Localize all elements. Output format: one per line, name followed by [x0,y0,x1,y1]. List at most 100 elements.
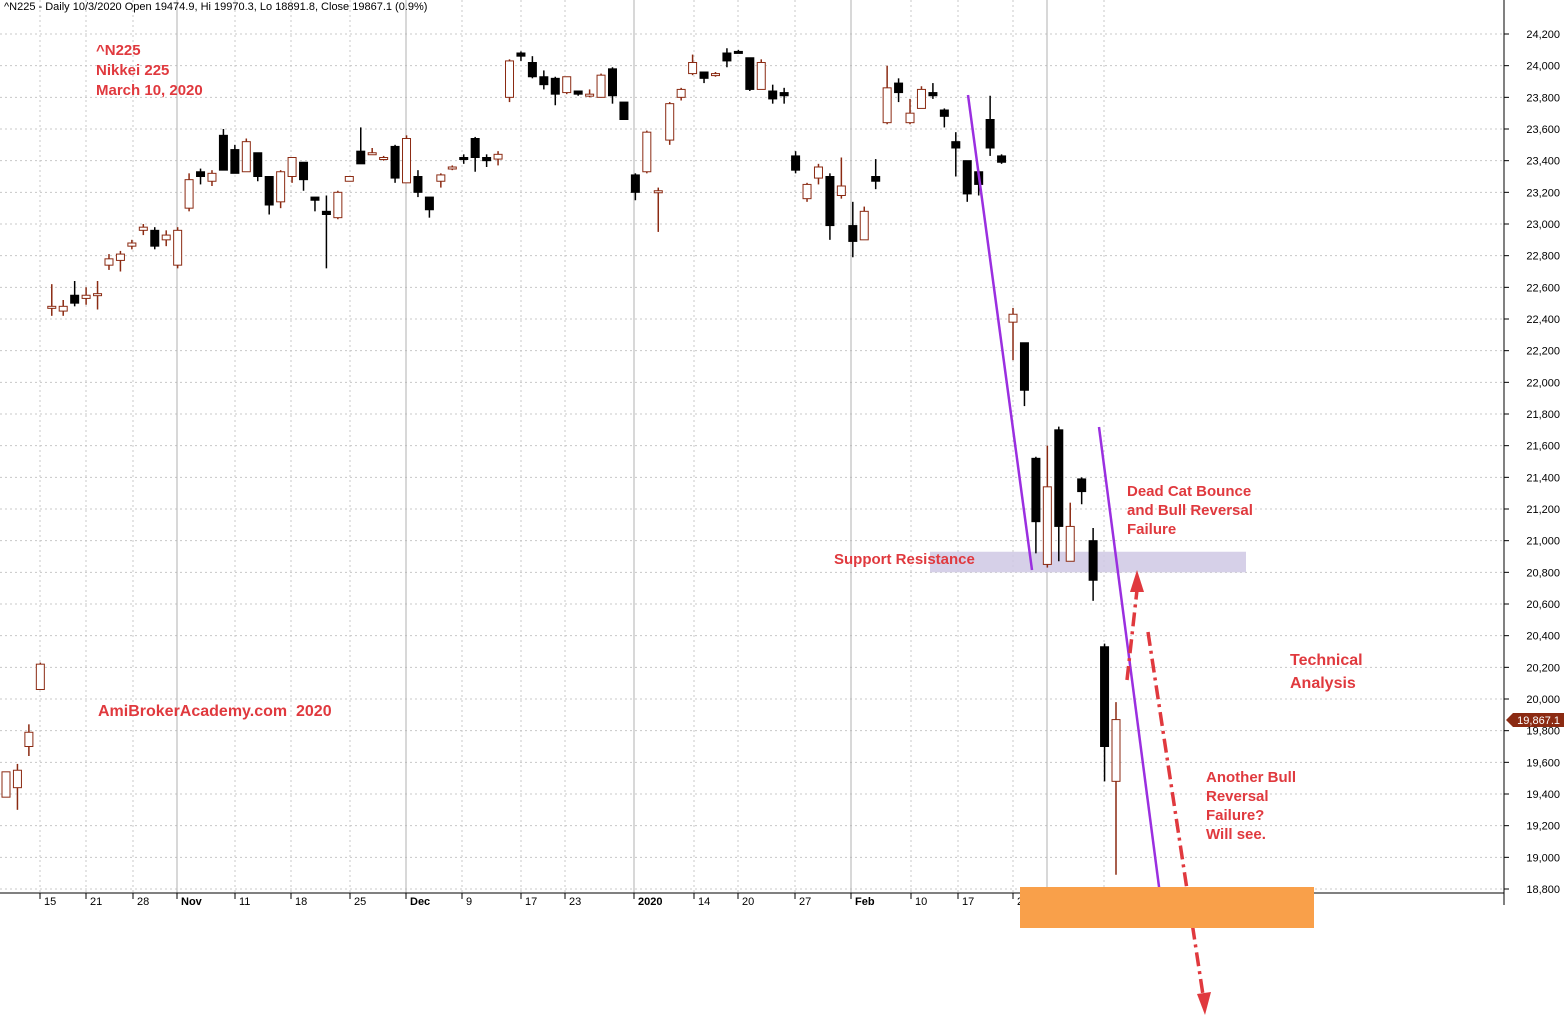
bull-candle-body [173,229,183,266]
x-tick-label: 17 [525,896,537,908]
bear-candle-body [218,134,228,171]
y-tick-label: 19,400 [1526,789,1560,801]
bear-candle-body [1019,342,1029,391]
bear-candle-body [321,210,331,215]
bear-candle-body [985,119,995,149]
x-tick-label: 25 [354,896,366,908]
technical-analysis-label: Technical Analysis [1290,649,1363,695]
bull-candle-body [379,157,389,160]
bear-candle-body [939,109,949,117]
bear-candle-body [894,82,904,94]
y-tick-label: 20,800 [1526,567,1560,579]
bull-candle-body [836,185,846,196]
y-axis: 18,800 19,000 19,200 19,400 19,600 19,800 20,0… [1503,0,1560,905]
chart-header: ^N225 - Daily 10/3/2020 Open 19474.9, Hi… [4,1,428,13]
bear-candle-body [825,176,835,227]
date-label: March 10, 2020 [96,82,203,99]
bear-candle-body [607,68,617,97]
y-tick-label: 18,800 [1526,884,1560,896]
x-tick-label: 2020 [638,896,662,908]
target-zone [1020,887,1314,928]
bull-candle-body [756,62,766,90]
bear-candle-body [264,176,274,206]
bear-candle-body [550,77,560,95]
bear-candle-body [1077,478,1087,493]
dead-cat-line-1: Dead Cat Bounce [1127,483,1252,500]
y-tick-label: 19,600 [1526,757,1560,769]
bear-candle-body [768,90,778,100]
y-tick-label: 22,400 [1526,314,1560,326]
y-tick-label: 19,200 [1526,821,1560,833]
bull-candle-body [207,172,217,182]
x-tick-label: 27 [799,896,811,908]
bull-candle-body [24,731,34,747]
x-tick-label: 10 [915,896,927,908]
bear-candle-body [573,90,583,95]
bear-candle-body [619,101,629,121]
bull-candle-body [81,294,91,299]
bull-candle-body [665,103,675,141]
y-tick-label: 23,400 [1526,156,1560,168]
upward-arrow-head [1130,570,1144,592]
bull-candle-body [344,176,354,182]
bull-candle-body [813,166,823,179]
x-tick-label: 15 [44,896,56,908]
trendlines [966,94,1163,903]
bull-candle-body [1042,486,1052,565]
bull-candle-body [505,60,515,98]
bear-candle-body [630,174,640,193]
bear-candle-body [413,176,423,193]
x-tick-label: 17 [962,896,974,908]
bear-candle-body [745,57,755,90]
watermark-label: AmiBrokerAcademy.com 2020 [98,703,332,720]
bear-candle-body [230,149,240,174]
another-line-2: Reversal [1206,788,1269,805]
technical-line-2: Analysis [1290,675,1356,692]
bear-candle-body [527,62,537,78]
y-tick-label: 21,800 [1526,409,1560,421]
x-tick-label: 11 [239,896,250,908]
last-price-value: 19,867.1 [1517,715,1560,727]
y-tick-label: 22,800 [1526,251,1560,263]
bear-candle-body [356,150,366,165]
bull-candle-body [585,93,595,97]
x-tick-label: 28 [137,896,149,908]
bear-candle-body [871,176,881,182]
y-tick-label: 21,600 [1526,441,1560,453]
another-line-3: Failure? [1206,807,1265,824]
x-tick-label: 23 [569,896,581,908]
bull-candle-body [859,210,869,241]
bear-candle-body [310,196,320,201]
y-tick-label: 20,000 [1526,694,1560,706]
y-tick-label: 24,000 [1526,61,1560,73]
y-tick-label: 21,000 [1526,536,1560,548]
last-price-marker: 19,867.1 [1506,713,1564,728]
bull-candle-body [127,242,137,247]
another-bull-note: Another Bull Reversal Failure? Will see. [1206,768,1296,844]
y-tick-label: 21,200 [1526,504,1560,516]
bear-candle-body [424,196,434,211]
bull-candle-body [596,74,606,98]
upward-arrow-shaft [1125,589,1139,681]
bull-candle-body [905,112,915,124]
y-tick-label: 20,400 [1526,631,1560,643]
bull-candle-body [916,88,926,109]
bull-candle-body [882,87,892,124]
bear-candle-body [459,157,469,160]
bear-candle-body [196,171,206,177]
x-tick-label: 18 [295,896,307,908]
y-tick-label: 24,200 [1526,29,1560,41]
y-tick-label: 23,600 [1526,124,1560,136]
x-tick-label: Dec [410,896,430,908]
bull-candle-body [447,166,457,170]
y-tick-label: 22,600 [1526,282,1560,294]
support-resistance-zone [930,551,1246,573]
bear-candle-body [470,138,480,158]
bear-candle-body [928,92,938,97]
bull-candle-body [1065,525,1075,562]
x-tick-label: 21 [90,896,102,908]
technical-line-1: Technical [1290,652,1363,669]
last-price-tag [1506,713,1564,728]
y-tick-label: 23,800 [1526,92,1560,104]
bear-candle-body [539,76,549,86]
